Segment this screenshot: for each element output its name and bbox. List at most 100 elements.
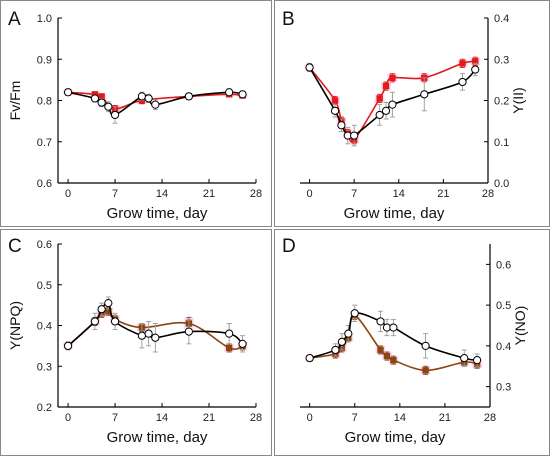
data-point [460, 354, 469, 363]
y-axis-label: Y(II) [510, 87, 526, 113]
series-0 [63, 88, 247, 124]
x-tick-label: 14 [394, 412, 406, 424]
x-axis-label: Grow time, day [344, 205, 445, 222]
x-tick-label: 0 [306, 188, 312, 200]
data-point [151, 333, 160, 342]
panel-frame-2 [0, 229, 272, 456]
data-point [331, 345, 340, 355]
panel-D: D 0 7 14 21 28 0.3 0.4 0.5 0.6 Grow time, day Y(NO) [282, 236, 528, 446]
data-point [422, 367, 429, 374]
data-point [330, 106, 340, 115]
data-point [63, 341, 73, 350]
series-0 [305, 62, 480, 147]
data-point [375, 110, 384, 120]
data-point [137, 331, 146, 340]
x-tick-label: 28 [250, 188, 262, 200]
y-tick-label: 0.6 [37, 239, 52, 251]
x-tick-label: 7 [351, 188, 357, 200]
y-tick-label: 0.8 [37, 96, 52, 108]
data-point [390, 356, 397, 364]
x-tick-label: 21 [203, 412, 215, 424]
data-point [105, 308, 112, 315]
data-point [382, 82, 390, 90]
x-tick-label: 28 [484, 412, 496, 424]
panel-frame-0 [0, 0, 272, 227]
data-point [350, 309, 359, 318]
y-axis-label: Y(NO) [512, 306, 528, 346]
data-point [305, 354, 314, 363]
y-axis-label: Y(NPQ) [7, 301, 23, 350]
panel-letter: A [8, 9, 21, 30]
data-point [225, 88, 234, 97]
data-point [97, 305, 106, 314]
data-point [144, 329, 153, 338]
data-point [381, 106, 391, 115]
x-axis-label: Grow time, day [107, 429, 208, 446]
data-point [350, 131, 359, 140]
x-tick-label: 0 [307, 412, 313, 424]
y-tick-label: 0.5 [37, 280, 52, 292]
x-axis-label: Grow time, day [345, 429, 446, 446]
data-point [388, 100, 397, 109]
y-tick-label: 0.4 [496, 341, 511, 353]
series-0 [63, 296, 247, 353]
x-tick-label: 21 [203, 188, 215, 200]
panel-frame-1 [274, 0, 550, 227]
panel-C: C 0 7 14 21 28 0.2 0.3 0.4 0.5 0.6 Grow time, day Y(… [7, 236, 262, 446]
data-point [389, 74, 396, 82]
data-point [473, 356, 482, 365]
y-tick-label: 0.3 [496, 382, 511, 394]
data-point [90, 317, 100, 326]
y-axis-label: Fv/Fm [7, 81, 23, 121]
x-tick-label: 28 [482, 188, 494, 200]
y-tick-label: 0.5 [496, 300, 511, 312]
data-point [97, 98, 106, 107]
x-tick-label: 14 [393, 188, 405, 200]
y-tick-label: 1.0 [37, 13, 52, 25]
y-tick-label: 0.9 [37, 54, 52, 66]
x-tick-label: 21 [439, 412, 451, 424]
data-point [104, 298, 113, 308]
y-tick-label: 0.2 [37, 402, 52, 414]
x-tick-label: 0 [65, 188, 71, 200]
data-point [305, 63, 314, 72]
data-point [377, 346, 384, 354]
data-point [238, 339, 247, 348]
data-point [110, 110, 120, 120]
panel-letter: B [282, 9, 295, 30]
y-tick-label: 0.7 [37, 137, 52, 149]
data-point [458, 77, 467, 87]
y-tick-label: 0.4 [494, 13, 509, 25]
x-tick-label: 14 [156, 412, 168, 424]
panel-letter: C [8, 236, 22, 257]
data-point [90, 94, 100, 103]
y-tick-label: 0.3 [494, 54, 509, 66]
data-point [225, 329, 234, 338]
data-point [459, 60, 466, 67]
data-point [238, 90, 247, 99]
x-axis-label: Grow time, day [107, 205, 208, 222]
data-point [337, 337, 346, 346]
y-tick-label: 0.0 [494, 178, 509, 190]
data-point [420, 90, 429, 99]
data-point [151, 100, 160, 109]
y-tick-label: 0.2 [494, 96, 509, 108]
x-tick-label: 21 [437, 188, 449, 200]
data-point [184, 92, 193, 101]
x-tick-label: 28 [250, 412, 262, 424]
data-point [137, 92, 146, 101]
x-tick-label: 14 [156, 188, 168, 200]
panel-A: A 0 7 14 21 28 0.6 0.7 0.8 0.9 1.0 Grow time, day Fv… [7, 9, 262, 222]
data-point [98, 93, 105, 100]
data-point [63, 88, 73, 97]
data-point [376, 95, 383, 102]
data-point [110, 317, 120, 326]
data-point [471, 65, 480, 74]
data-point [383, 352, 391, 360]
data-point [184, 327, 193, 336]
x-tick-label: 7 [112, 188, 118, 200]
y-tick-label: 0.3 [37, 361, 52, 373]
data-point [337, 121, 346, 130]
